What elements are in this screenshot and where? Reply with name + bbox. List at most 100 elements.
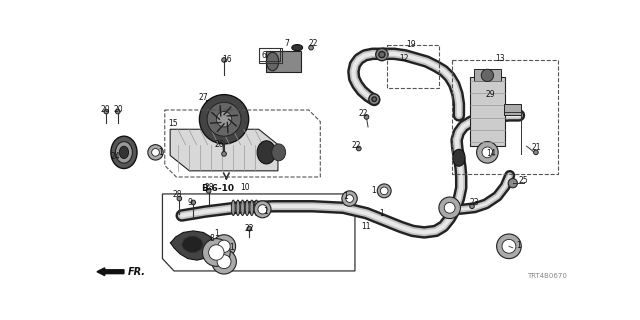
Bar <box>504 104 520 115</box>
Ellipse shape <box>236 200 240 215</box>
Ellipse shape <box>111 136 137 169</box>
Circle shape <box>104 109 109 114</box>
Ellipse shape <box>115 141 132 163</box>
Circle shape <box>356 146 361 151</box>
Circle shape <box>212 235 236 258</box>
Circle shape <box>379 52 385 58</box>
Text: 1: 1 <box>214 229 219 238</box>
Text: 1: 1 <box>380 210 385 219</box>
Circle shape <box>221 58 227 62</box>
Circle shape <box>439 197 460 219</box>
Ellipse shape <box>255 200 259 215</box>
Ellipse shape <box>292 44 303 51</box>
Circle shape <box>470 204 474 209</box>
Text: B-6-10: B-6-10 <box>201 184 234 193</box>
Bar <box>474 69 501 81</box>
Polygon shape <box>170 231 214 260</box>
Circle shape <box>202 239 230 266</box>
Circle shape <box>308 45 314 50</box>
Circle shape <box>212 249 236 274</box>
Bar <box>470 77 505 146</box>
Circle shape <box>380 187 388 195</box>
Text: 11: 11 <box>361 222 371 231</box>
Circle shape <box>378 184 391 198</box>
Text: 25: 25 <box>519 176 529 185</box>
Circle shape <box>376 48 388 61</box>
FancyArrow shape <box>97 268 124 276</box>
Text: 22: 22 <box>245 224 254 233</box>
Circle shape <box>216 112 232 127</box>
Circle shape <box>209 245 224 260</box>
Bar <box>387 44 439 88</box>
Circle shape <box>254 201 271 218</box>
Circle shape <box>191 200 196 205</box>
Circle shape <box>177 196 182 201</box>
Text: 28: 28 <box>204 182 214 191</box>
Polygon shape <box>182 236 204 252</box>
Circle shape <box>508 179 517 188</box>
Ellipse shape <box>452 149 465 166</box>
Circle shape <box>497 234 521 259</box>
Circle shape <box>369 94 380 105</box>
Text: 26: 26 <box>214 140 223 149</box>
Ellipse shape <box>232 200 236 215</box>
Circle shape <box>247 226 252 231</box>
Text: 27: 27 <box>198 93 208 102</box>
Text: 22: 22 <box>359 108 368 117</box>
Text: 1: 1 <box>344 192 348 201</box>
Circle shape <box>372 97 376 101</box>
Bar <box>259 48 282 63</box>
Circle shape <box>342 191 357 206</box>
Circle shape <box>148 145 163 160</box>
Ellipse shape <box>245 200 249 215</box>
Bar <box>206 100 228 112</box>
Text: 1: 1 <box>371 186 376 195</box>
Text: 28: 28 <box>172 190 182 199</box>
Ellipse shape <box>119 146 129 158</box>
Text: 21: 21 <box>531 143 541 152</box>
Circle shape <box>115 109 120 114</box>
Ellipse shape <box>257 141 276 164</box>
Text: 13: 13 <box>495 54 505 63</box>
Text: 7: 7 <box>284 39 289 48</box>
Circle shape <box>534 150 538 155</box>
Text: 1: 1 <box>159 148 163 157</box>
Text: 1: 1 <box>516 241 522 250</box>
Circle shape <box>482 147 493 158</box>
Bar <box>259 48 280 61</box>
Text: 19: 19 <box>406 40 416 49</box>
Circle shape <box>218 240 230 252</box>
Circle shape <box>200 95 249 144</box>
Text: 1: 1 <box>263 207 268 216</box>
Circle shape <box>444 203 455 213</box>
Text: 10: 10 <box>240 182 250 191</box>
Circle shape <box>207 102 241 136</box>
Circle shape <box>502 239 516 253</box>
Circle shape <box>206 188 211 193</box>
Text: 23: 23 <box>470 198 479 207</box>
Text: FR.: FR. <box>128 267 146 277</box>
Ellipse shape <box>272 144 285 161</box>
Text: 16: 16 <box>223 55 232 64</box>
Polygon shape <box>170 129 278 171</box>
Circle shape <box>481 69 493 82</box>
Ellipse shape <box>266 52 279 71</box>
Text: TRT4B0670: TRT4B0670 <box>527 273 566 279</box>
Text: 12: 12 <box>399 54 409 63</box>
Text: 20: 20 <box>100 105 109 114</box>
Circle shape <box>217 255 231 268</box>
Text: 6: 6 <box>261 51 266 60</box>
Text: 29: 29 <box>485 90 495 99</box>
Bar <box>266 51 301 72</box>
Ellipse shape <box>241 200 244 215</box>
Circle shape <box>152 148 159 156</box>
Text: 14: 14 <box>486 149 495 158</box>
Text: 22: 22 <box>352 141 362 150</box>
Bar <box>452 60 558 174</box>
Text: 15: 15 <box>168 119 178 128</box>
Circle shape <box>221 152 227 156</box>
Circle shape <box>364 115 369 119</box>
Ellipse shape <box>250 200 253 215</box>
Text: 22: 22 <box>308 39 318 48</box>
Text: 1: 1 <box>230 243 234 252</box>
